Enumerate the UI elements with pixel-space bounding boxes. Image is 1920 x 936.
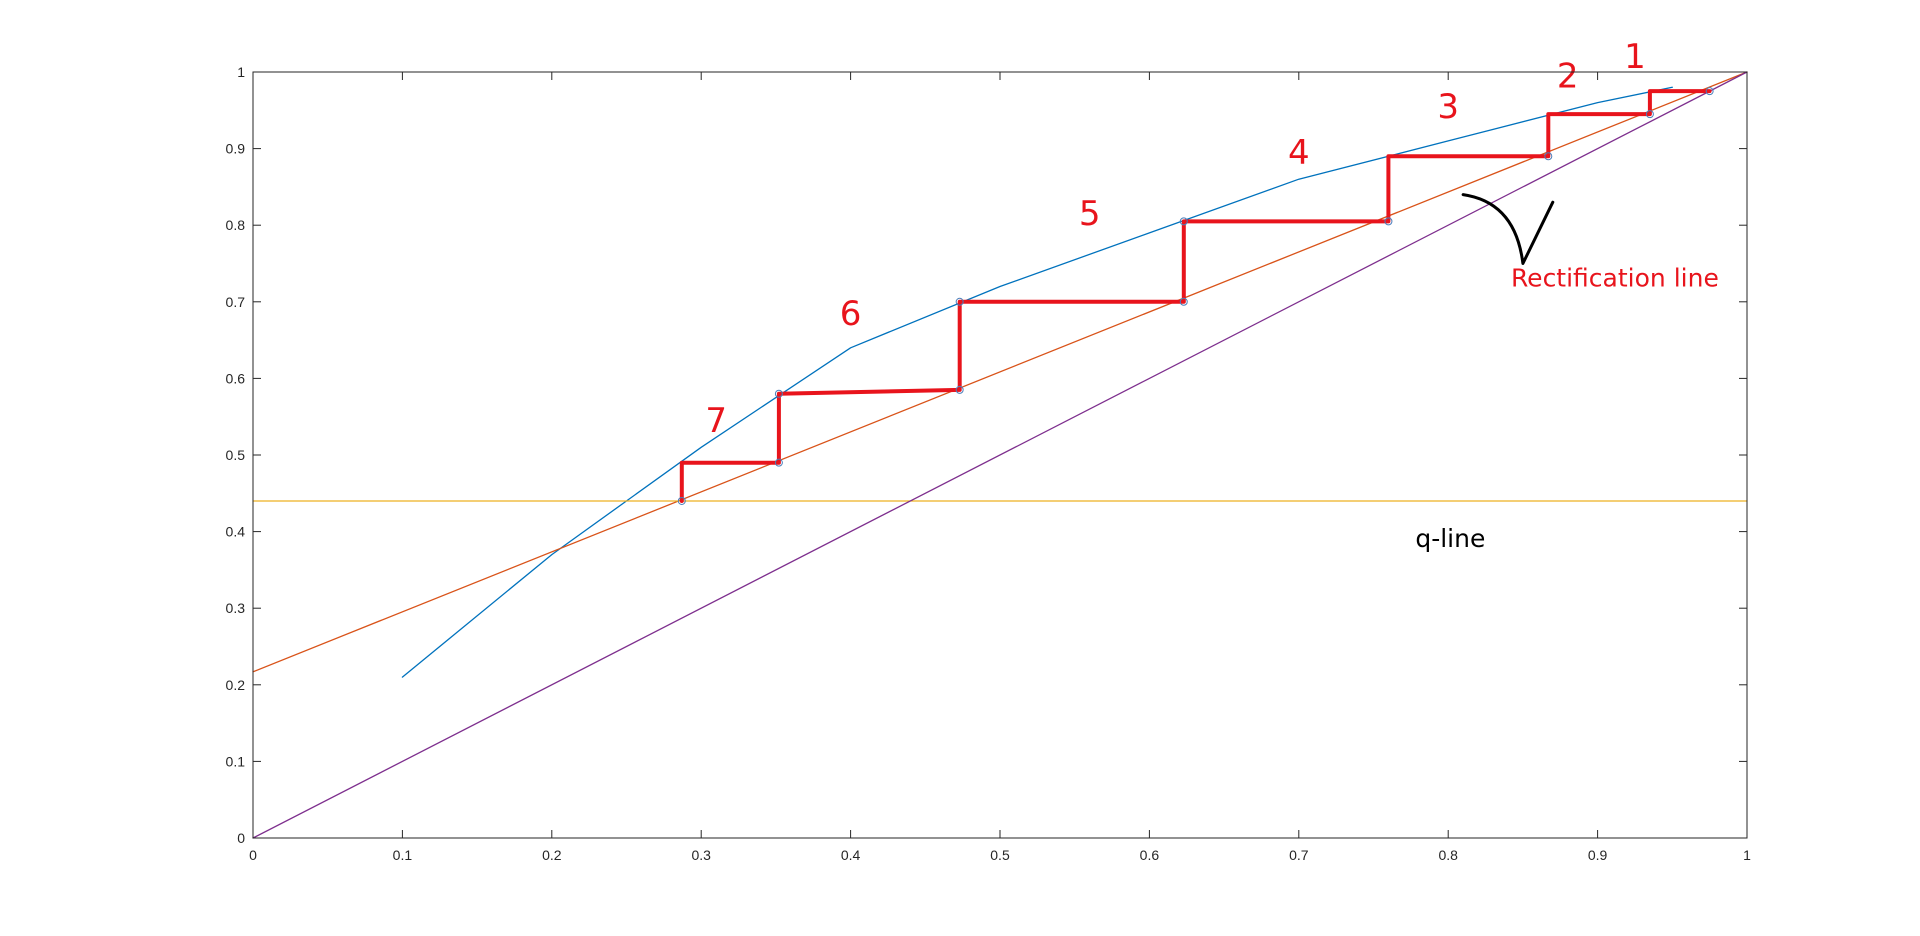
stage-marker <box>1705 87 1714 96</box>
x-tick-label: 0.7 <box>1289 847 1309 863</box>
stage-marker <box>1384 217 1393 226</box>
stage-number-label: 5 <box>1079 194 1101 234</box>
y-tick-label: 0.7 <box>226 294 246 310</box>
y-tick-label: 0.6 <box>226 370 246 386</box>
stage-number-label: 6 <box>840 294 862 334</box>
stage-marker <box>1179 217 1188 226</box>
stage-marker <box>677 496 686 505</box>
series-line-3 <box>252 71 1748 839</box>
stage-marker <box>1544 152 1553 161</box>
series-line-1 <box>252 71 1748 673</box>
data-markers <box>677 87 1714 505</box>
y-tick-label: 0.8 <box>226 217 246 233</box>
stage-number-label: 4 <box>1288 133 1310 173</box>
stage-marker <box>774 389 783 398</box>
axes-box <box>252 71 1748 839</box>
x-tick-label: 0.4 <box>841 847 861 863</box>
x-tick-label: 0 <box>249 847 257 863</box>
y-tick-label: 0.9 <box>226 141 246 157</box>
y-tick-label: 0 <box>237 830 245 846</box>
q-line-label: q-line <box>1415 524 1485 553</box>
x-tick-label: 0.5 <box>990 847 1010 863</box>
stage-number-label: 2 <box>1557 56 1579 96</box>
x-tick-label: 0.6 <box>1140 847 1160 863</box>
x-tick-label: 0.1 <box>393 847 413 863</box>
stage-number-label: 7 <box>705 401 727 441</box>
stage-marker <box>1645 110 1654 119</box>
stage-marker <box>1179 297 1188 306</box>
y-tick-label: 0.4 <box>226 524 246 540</box>
stage-number-label: 1 <box>1624 37 1646 77</box>
y-tick-label: 0.5 <box>226 447 246 463</box>
stage-marker <box>955 297 964 306</box>
arrow-icon <box>1461 193 1555 265</box>
tick-labels: 0 0.1 0.2 0.3 0.4 0.5 0.6 0.7 0.8 0.9 1 0 0.1 0.2 0.3 0… <box>226 64 1752 863</box>
x-tick-label: 0.8 <box>1438 847 1458 863</box>
x-tick-label: 0.3 <box>691 847 711 863</box>
x-tick-label: 0.2 <box>542 847 562 863</box>
y-tick-label: 0.3 <box>226 600 246 616</box>
x-tick-label: 0.9 <box>1588 847 1608 863</box>
plot-lines <box>252 71 1748 839</box>
stage-marker <box>774 458 783 467</box>
annotations: Rectification line q-line 7 6 5 4 3 2 1 <box>705 37 1719 553</box>
stage-steps <box>679 89 1712 503</box>
stage-marker <box>955 385 964 394</box>
tick-marks <box>252 71 1748 839</box>
rectification-line-label: Rectification line <box>1511 263 1719 292</box>
y-tick-label: 1 <box>237 64 245 80</box>
y-tick-label: 0.1 <box>226 753 246 769</box>
x-tick-label: 1 <box>1743 847 1751 863</box>
stage-number-label: 3 <box>1437 87 1459 127</box>
y-tick-label: 0.2 <box>226 677 246 693</box>
